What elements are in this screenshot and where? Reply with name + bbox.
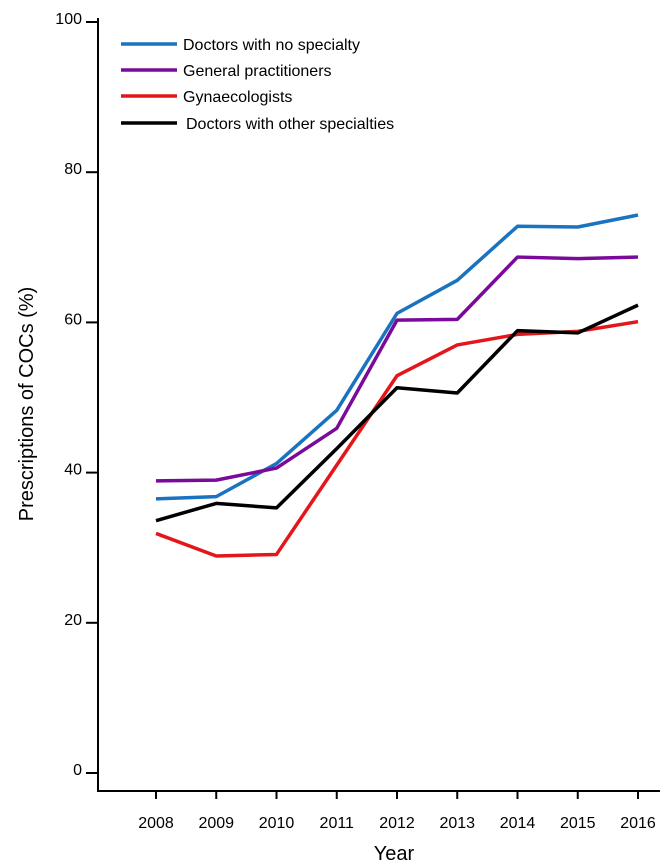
legend: Doctors with no specialty General practit… <box>121 37 394 133</box>
y-tick-label: 60 <box>64 311 82 328</box>
y-tick-label: 80 <box>64 161 82 178</box>
plot-area: 0 20 40 60 80 100 2008 2009 2010 2011 2012 2013 201… <box>55 11 660 832</box>
legend-label-1: General practitioners <box>183 63 332 80</box>
x-tick-label: 2012 <box>379 815 415 832</box>
legend-label-2: Gynaecologists <box>183 89 292 106</box>
x-tick-label: 2015 <box>560 815 596 832</box>
legend-label-0: Doctors with no specialty <box>183 37 360 54</box>
x-tick-label: 2009 <box>198 815 234 832</box>
y-tick-label: 100 <box>55 11 82 28</box>
series-line-0 <box>155 213 639 501</box>
y-tick-label: 40 <box>64 462 82 479</box>
legend-label-3: Doctors with other specialties <box>186 116 394 133</box>
x-tick-label: 2010 <box>259 815 295 832</box>
series-line-1 <box>155 255 639 483</box>
series-lines <box>155 213 639 558</box>
x-tick-label: 2013 <box>439 815 475 832</box>
x-tick-label: 2008 <box>138 815 174 832</box>
x-tick-label: 2011 <box>320 815 355 832</box>
y-tick-label: 20 <box>64 612 82 629</box>
y-tick-label: 0 <box>73 762 82 779</box>
y-axis-title: Prescriptions of COCs (%) <box>16 287 38 522</box>
series-line-2 <box>155 319 639 558</box>
x-axis-ticks: 2008 2009 2010 2011 2012 2013 2014 2015 2016 <box>138 791 656 832</box>
x-tick-label: 2016 <box>620 815 656 832</box>
x-axis-title: Year <box>374 843 415 864</box>
x-tick-label: 2014 <box>500 815 536 832</box>
y-axis-ticks: 0 20 40 60 80 100 <box>55 11 98 779</box>
series-line-3 <box>155 303 639 523</box>
